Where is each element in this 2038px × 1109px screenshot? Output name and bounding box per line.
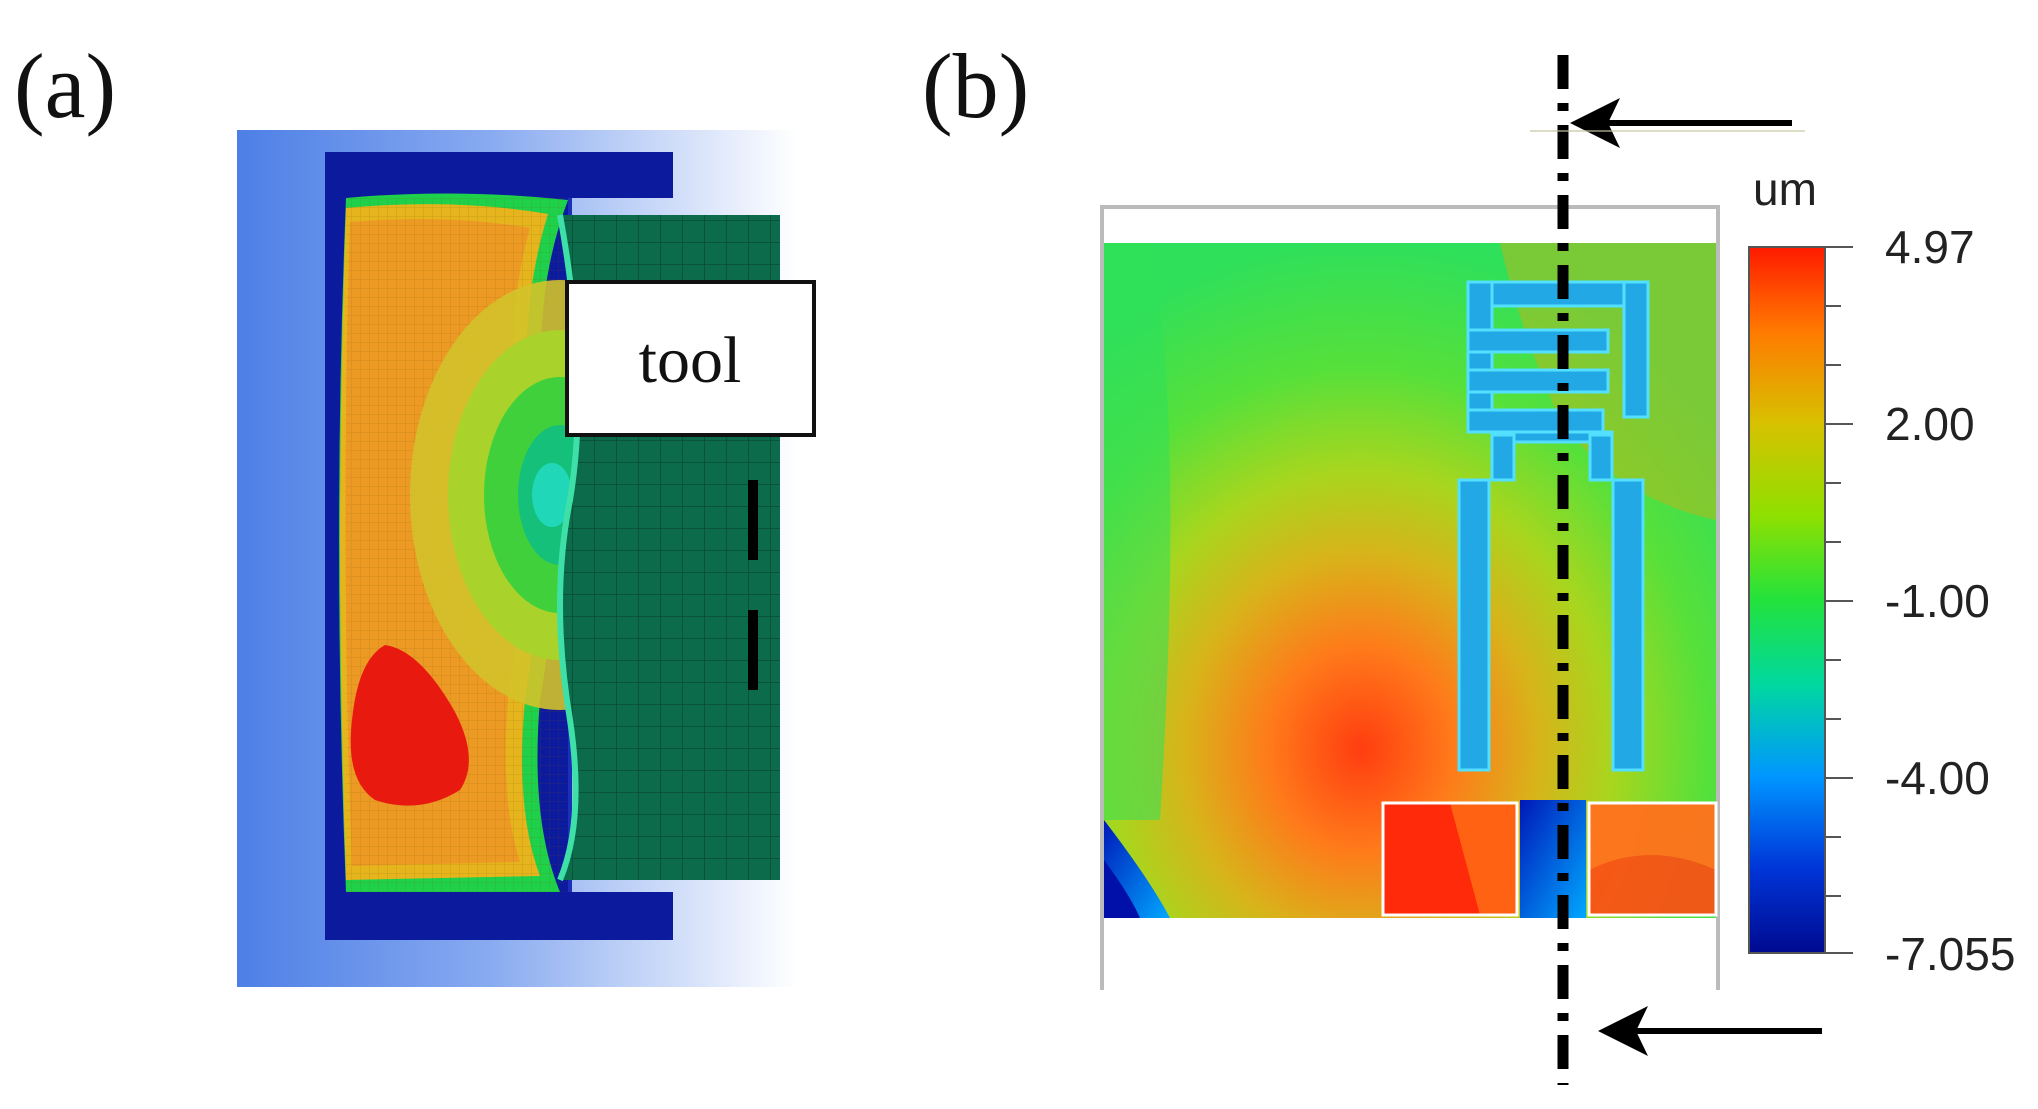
colorbar-unit: um [1753, 163, 1817, 215]
colorbar-tick-label-2: 2.00 [1885, 398, 1975, 450]
colorbar-ticks [1825, 246, 1853, 954]
colorbar: um 4.97 2.00 -1.00 -4.00 -7.055 [1748, 163, 2015, 980]
resonator-structure [1457, 280, 1650, 772]
max-stress-region [350, 645, 469, 806]
colorbar-tick-label-3: -1.00 [1885, 575, 1990, 627]
bottom-gap [1520, 800, 1586, 918]
panel-a-label: (a) [14, 35, 117, 137]
tool-label-box [565, 280, 816, 437]
panel-a-simulation: tool [237, 130, 816, 987]
tool-label: tool [639, 324, 742, 397]
colorbar-tick-label-max: 4.97 [1885, 221, 1975, 273]
arrow-top [1530, 98, 1805, 148]
panel-b-label: (b) [922, 35, 1030, 137]
colorbar-tick-label-4: -4.00 [1885, 752, 1990, 804]
colorbar-tick-label-min: -7.055 [1885, 928, 2015, 980]
arrow-bottom [1598, 1006, 1822, 1056]
panel-b-frame [1100, 205, 1720, 990]
colorbar-gradient [1748, 246, 1826, 954]
panel-b-simulation: um 4.97 2.00 -1.00 -4.00 -7.055 [1100, 55, 2015, 1085]
